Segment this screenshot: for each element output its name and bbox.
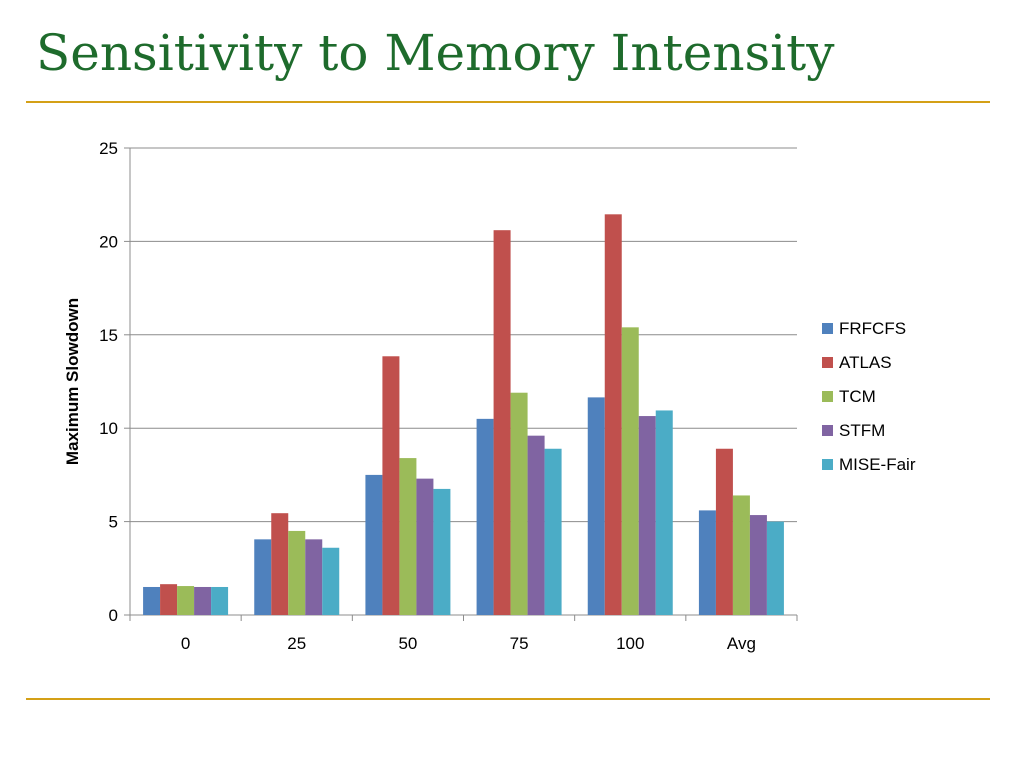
bar-stfm bbox=[416, 478, 434, 615]
y-axis-title: Maximum Slowdown bbox=[63, 298, 82, 465]
top-divider bbox=[26, 101, 990, 103]
x-tick-label: 75 bbox=[510, 634, 529, 653]
bar-stfm bbox=[194, 586, 212, 615]
x-tick-label: Avg bbox=[727, 634, 756, 653]
bar-frfcfs bbox=[476, 418, 494, 615]
legend-swatch bbox=[822, 425, 833, 436]
x-tick-label: 25 bbox=[287, 634, 306, 653]
bottom-divider bbox=[26, 698, 990, 700]
bar-tcm bbox=[510, 392, 528, 615]
x-tick-label: 100 bbox=[616, 634, 644, 653]
bar-atlas bbox=[604, 214, 622, 615]
bar-atlas bbox=[493, 230, 511, 615]
bar-mise-fair bbox=[766, 521, 784, 615]
bar-tcm bbox=[399, 458, 417, 615]
bar-atlas bbox=[715, 448, 733, 615]
y-tick-label: 25 bbox=[99, 139, 118, 158]
legend-swatch bbox=[822, 391, 833, 402]
bar-stfm bbox=[749, 515, 767, 615]
bar-mise-fair bbox=[211, 586, 229, 615]
x-tick-label: 0 bbox=[181, 634, 190, 653]
bar-mise-fair bbox=[655, 410, 673, 615]
legend-label: STFM bbox=[839, 421, 885, 440]
bar-frfcfs bbox=[587, 397, 605, 615]
bar-mise-fair bbox=[433, 488, 451, 615]
bar-stfm bbox=[527, 435, 545, 615]
legend-label: MISE-Fair bbox=[839, 455, 916, 474]
legend-label: ATLAS bbox=[839, 353, 892, 372]
x-tick-label: 50 bbox=[398, 634, 417, 653]
legend-swatch bbox=[822, 459, 833, 470]
slide-title: Sensitivity to Memory Intensity bbox=[36, 24, 835, 82]
bar-tcm bbox=[621, 327, 639, 615]
bar-frfcfs bbox=[698, 510, 716, 615]
legend-swatch bbox=[822, 357, 833, 368]
y-tick-label: 5 bbox=[109, 513, 118, 532]
bar-tcm bbox=[288, 530, 306, 615]
bar-frfcfs bbox=[254, 539, 272, 615]
bar-mise-fair bbox=[544, 448, 562, 615]
bar-atlas bbox=[382, 356, 400, 615]
bar-frfcfs bbox=[365, 474, 383, 615]
bar-atlas bbox=[160, 584, 178, 615]
y-tick-label: 20 bbox=[99, 232, 118, 251]
bar-tcm bbox=[732, 495, 750, 615]
legend-swatch bbox=[822, 323, 833, 334]
bar-tcm bbox=[177, 586, 195, 615]
y-tick-label: 15 bbox=[99, 326, 118, 345]
bar-mise-fair bbox=[322, 547, 340, 615]
legend-label: FRFCFS bbox=[839, 319, 906, 338]
y-tick-label: 0 bbox=[109, 606, 118, 625]
bar-stfm bbox=[638, 416, 656, 615]
bar-stfm bbox=[305, 539, 323, 615]
y-tick-label: 10 bbox=[99, 419, 118, 438]
bar-frfcfs bbox=[143, 586, 161, 615]
bar-atlas bbox=[271, 513, 289, 615]
legend-label: TCM bbox=[839, 387, 876, 406]
